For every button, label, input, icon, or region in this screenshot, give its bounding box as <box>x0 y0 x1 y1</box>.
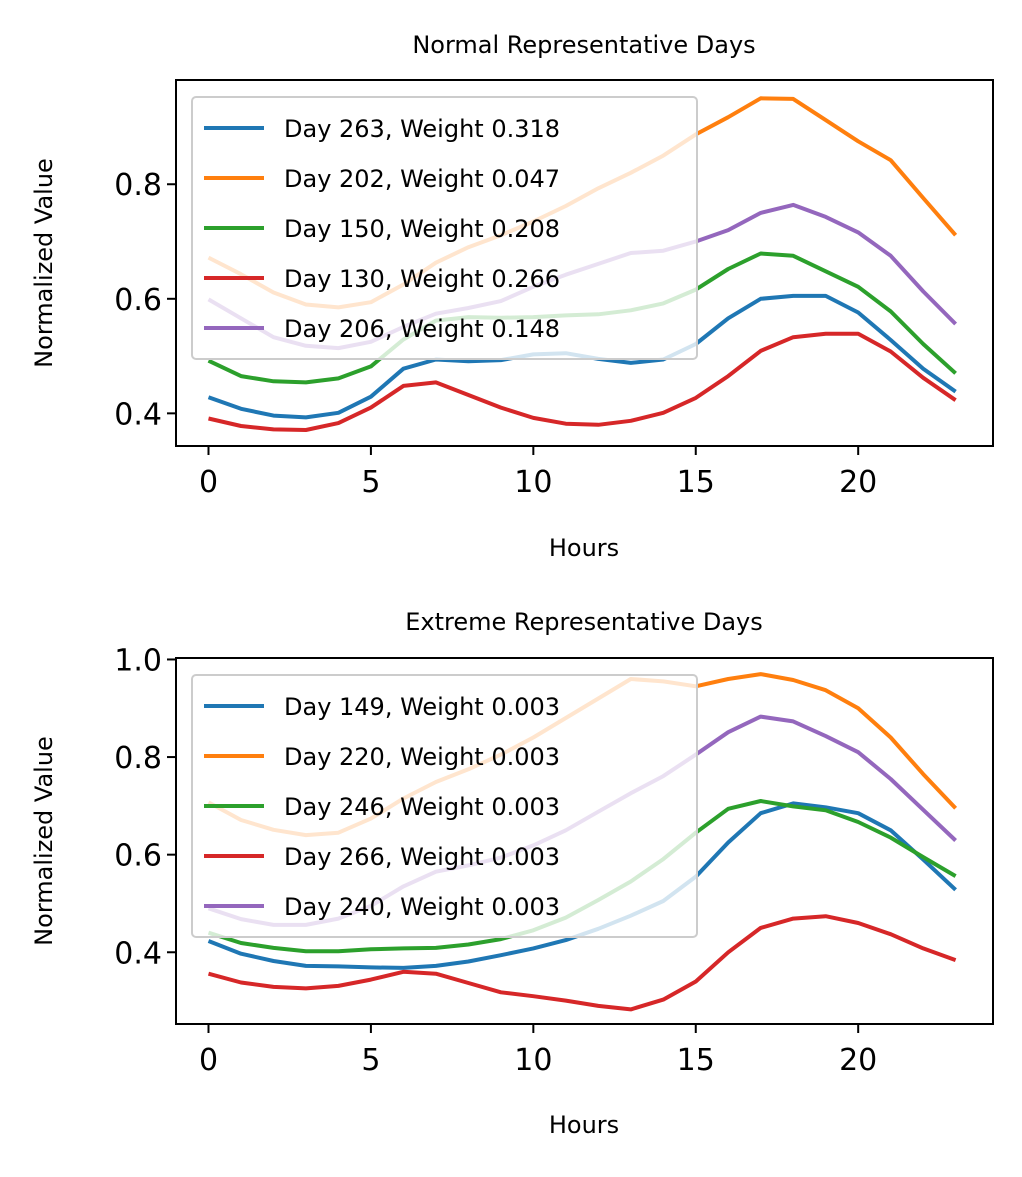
x-tick-label: 20 <box>839 1043 877 1078</box>
series-line-4 <box>207 914 957 1012</box>
plot-area: 0 5 10 15 20 0.4 0.6 0.8 1.0 Day 149, Weight 0.00… <box>114 643 994 1078</box>
x-axis-label: Hours <box>549 534 619 562</box>
x-tick-label: 20 <box>839 465 877 500</box>
legend-label-5: Day 206, Weight 0.148 <box>284 315 560 343</box>
y-tick-label: 0.8 <box>114 168 162 203</box>
axes-frame <box>175 657 994 1025</box>
y-axis-label: Normalized Value <box>30 158 58 368</box>
x-tick-label: 10 <box>514 1043 552 1078</box>
y-tick-label: 0.8 <box>114 741 162 776</box>
legend-label-5: Day 240, Weight 0.003 <box>284 893 560 921</box>
y-tick-label: 1.0 <box>114 643 162 678</box>
chart-title: Normal Representative Days <box>412 31 755 59</box>
legend-label-3: Day 150, Weight 0.208 <box>284 215 560 243</box>
legend-label-1: Day 149, Weight 0.003 <box>284 693 560 721</box>
y-tick-label: 0.6 <box>114 839 162 874</box>
y-axis-label: Normalized Value <box>30 736 58 946</box>
chart-title: Extreme Representative Days <box>405 608 763 636</box>
legend-label-3: Day 246, Weight 0.003 <box>284 793 560 821</box>
legend-label-4: Day 266, Weight 0.003 <box>284 843 560 871</box>
legend-box <box>191 674 698 938</box>
x-tick-label: 0 <box>199 1043 218 1078</box>
y-tick-label: 0.4 <box>114 397 162 432</box>
legend-label-2: Day 202, Weight 0.047 <box>284 165 560 193</box>
legend-label-2: Day 220, Weight 0.003 <box>284 743 560 771</box>
legend-box <box>191 96 698 360</box>
y-tick-label: 0.6 <box>114 283 162 318</box>
legend-label-4: Day 130, Weight 0.266 <box>284 265 560 293</box>
extreme-days-panel: Extreme Representative Days Hours Normal… <box>30 608 994 1139</box>
axes-frame <box>175 79 994 447</box>
legend-label-1: Day 263, Weight 0.318 <box>284 115 560 143</box>
x-tick-label: 10 <box>514 465 552 500</box>
series-line-4 <box>208 331 957 432</box>
y-tick-label: 0.4 <box>114 936 162 971</box>
x-tick-label: 5 <box>361 1043 380 1078</box>
x-tick-label: 0 <box>199 465 218 500</box>
x-axis-label: Hours <box>549 1111 619 1139</box>
x-tick-label: 5 <box>361 465 380 500</box>
normal-days-panel: Normal Representative Days Hours Normali… <box>30 31 994 562</box>
plot-area: 0 5 10 15 20 0.4 0.6 0.8 Day 263, Weight 0.318 Da… <box>114 79 994 500</box>
x-tick-label: 15 <box>677 1043 715 1078</box>
x-tick-label: 15 <box>677 465 715 500</box>
